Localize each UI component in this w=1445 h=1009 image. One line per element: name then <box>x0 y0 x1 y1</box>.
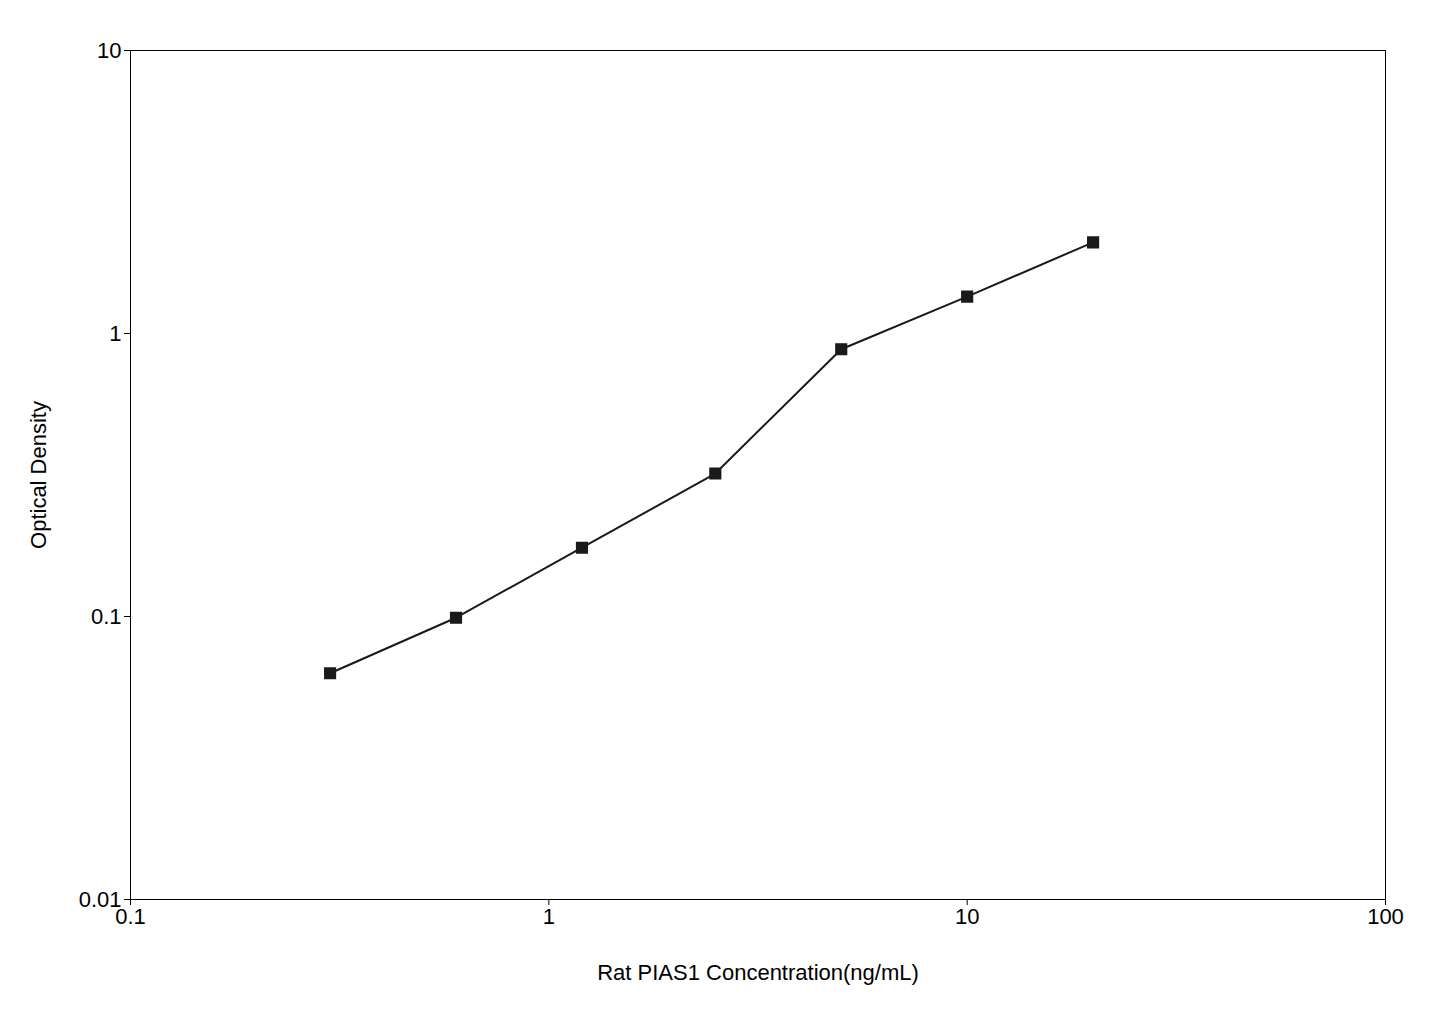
svg-text:10: 10 <box>97 38 121 63</box>
svg-text:1: 1 <box>109 321 121 346</box>
svg-text:Optical Density: Optical Density <box>26 401 51 549</box>
svg-text:10: 10 <box>955 904 979 929</box>
svg-text:0.1: 0.1 <box>91 604 122 629</box>
svg-text:1: 1 <box>543 904 555 929</box>
svg-text:0.01: 0.01 <box>78 886 122 912</box>
svg-text:100: 100 <box>1367 904 1404 929</box>
svg-text:0.1: 0.1 <box>115 904 146 929</box>
svg-text:Rat PIAS1 Concentration(ng/mL): Rat PIAS1 Concentration(ng/mL) <box>597 960 919 985</box>
